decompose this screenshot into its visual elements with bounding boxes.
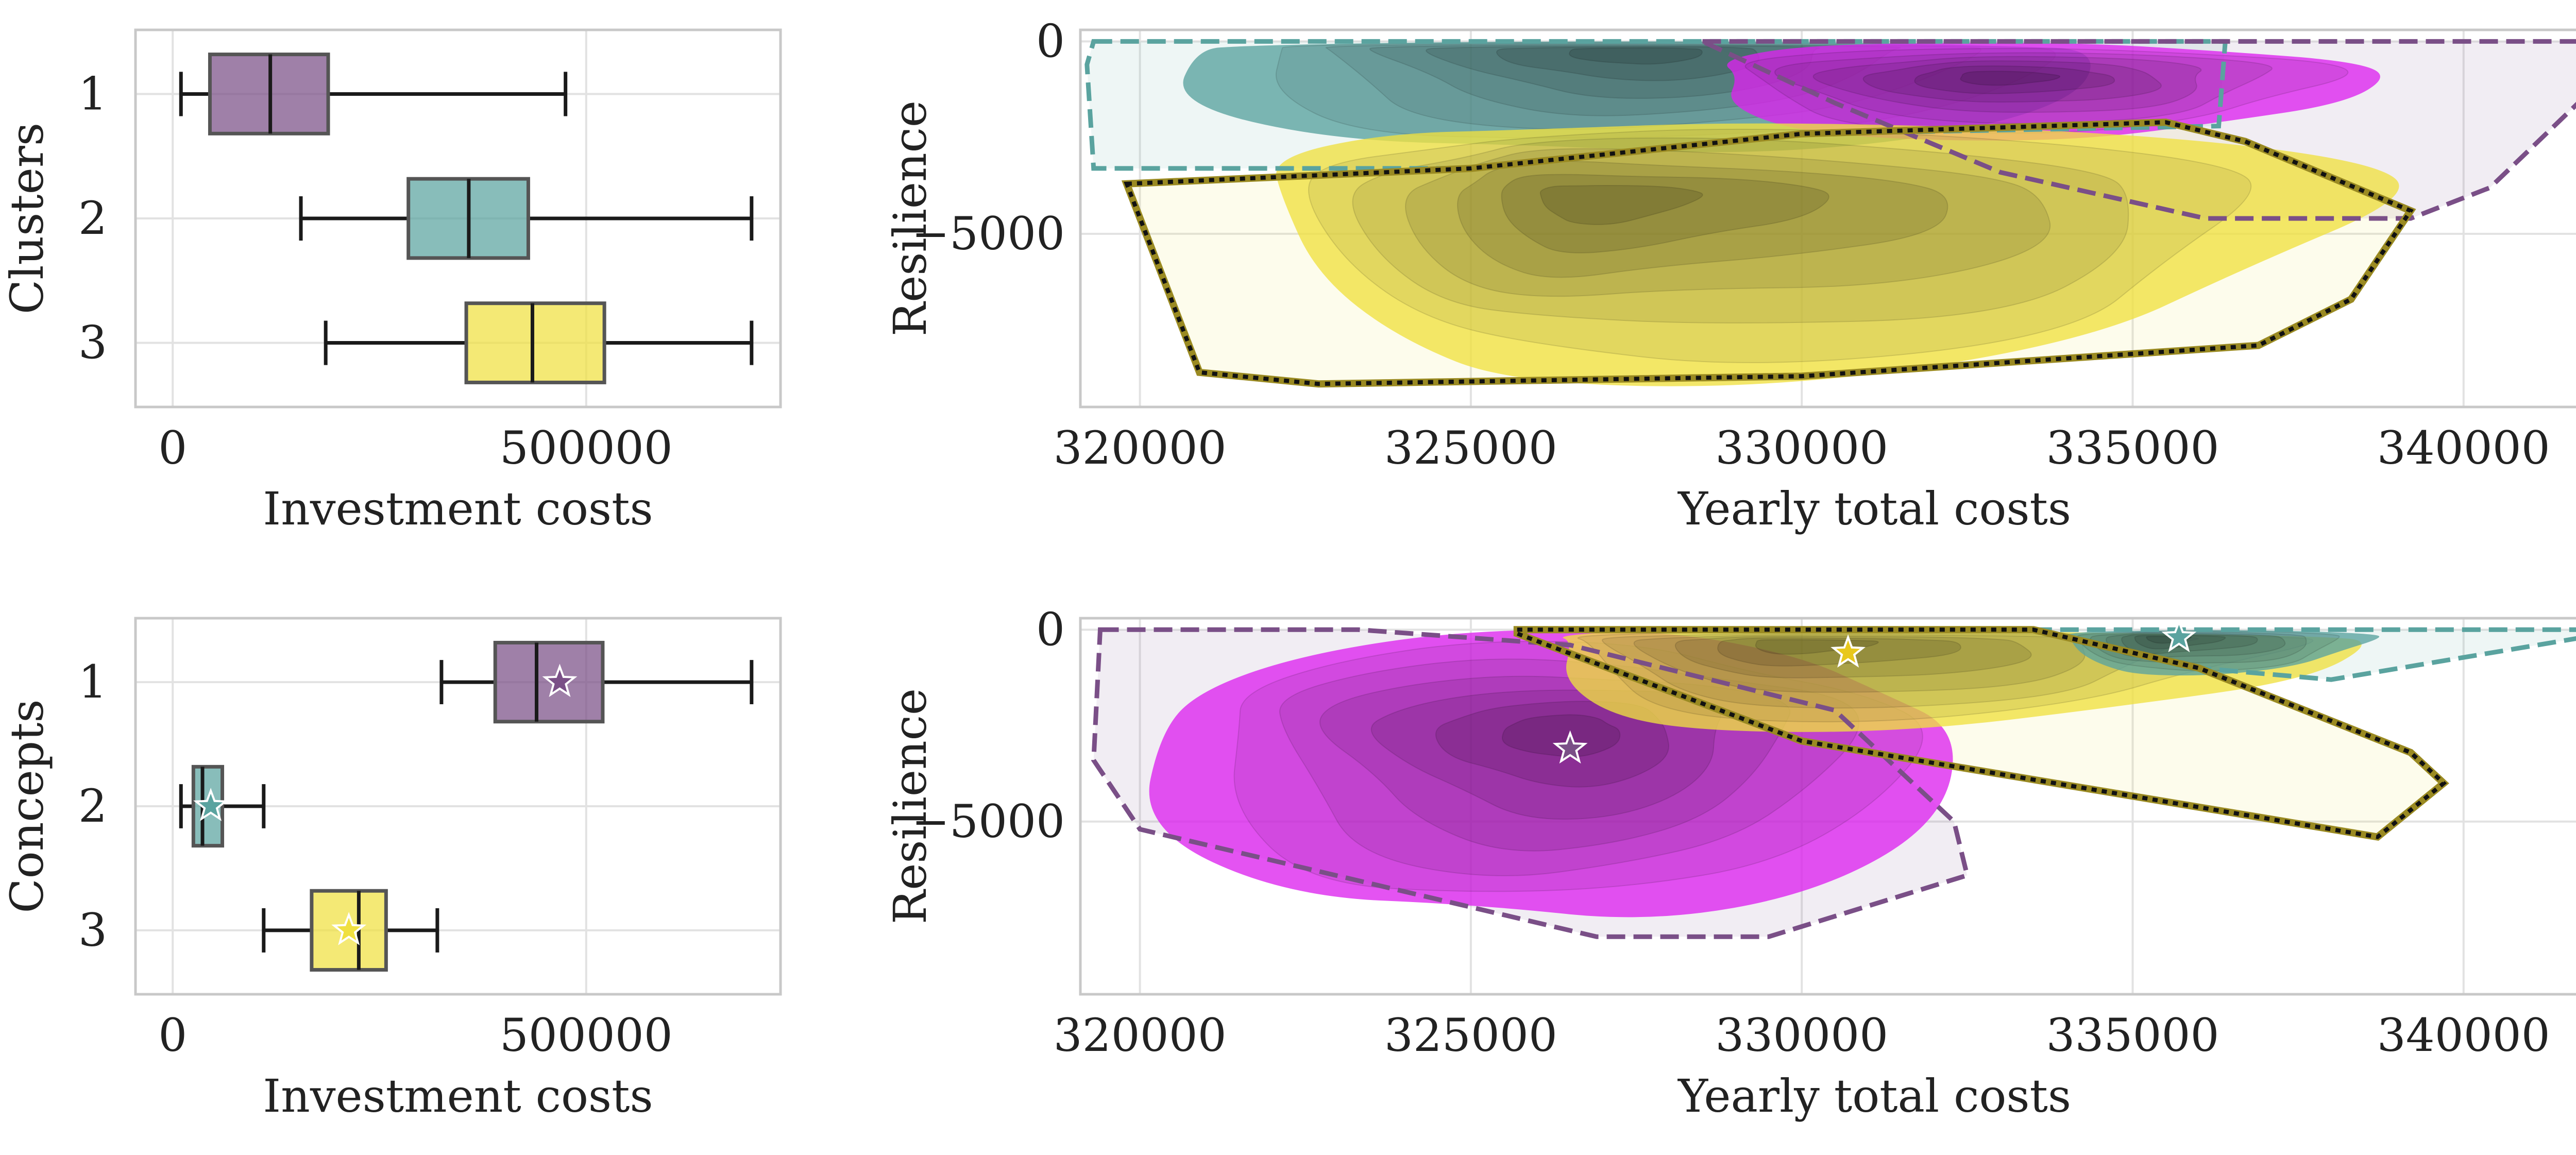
x-tick-label: 0	[158, 1009, 187, 1062]
density-level	[2067, 630, 2380, 676]
x-tick-label: 320000	[1054, 421, 1227, 474]
density-panel-frame	[1079, 617, 2576, 996]
box-3	[262, 889, 439, 972]
y-tick-label: 3	[78, 316, 107, 369]
x-axis-label: Yearly total costs	[1677, 1069, 2071, 1123]
y-tick-label: −5000	[911, 207, 1065, 260]
mean-star	[193, 788, 229, 821]
hull-outline	[1515, 627, 2447, 839]
x-axis-label: Yearly total costs	[1677, 482, 2071, 535]
density-contour	[1308, 128, 2252, 363]
box-panel-frame	[134, 28, 782, 409]
x-axis-label: Investment costs	[263, 1069, 653, 1123]
y-tick-label: 0	[1036, 14, 1065, 67]
density-level	[1727, 42, 2380, 141]
y-axis-label: Resilience	[884, 100, 937, 336]
mean-star	[331, 912, 367, 945]
density-cluster-3	[1276, 123, 2399, 386]
box-2	[179, 765, 266, 848]
density-contour	[2106, 632, 2286, 658]
y-axis-label: Concepts	[1, 699, 54, 913]
y-tick-label: 3	[78, 904, 107, 957]
y-tick-label: 1	[78, 67, 107, 120]
density-contour	[1539, 184, 1703, 225]
panel-box-concepts: 1 2 30 500000 Investment costs Concepts	[1, 617, 782, 1123]
density-contour	[1502, 714, 1621, 757]
density-contour	[1812, 56, 2202, 113]
density-contour	[1862, 60, 2162, 103]
hull-outline	[1091, 627, 1970, 939]
box-panel-frame	[134, 617, 782, 996]
x-tick-label: 340000	[2377, 421, 2550, 474]
panel-box-clusters: 1 2 30 500000 Investment costs Clusters	[1, 28, 782, 535]
y-tick-label: 2	[78, 779, 107, 833]
x-tick-label: 330000	[1715, 1009, 1888, 1062]
y-tick-label: −5000	[911, 795, 1065, 848]
density-contour	[1426, 45, 1820, 99]
box-iqr	[493, 640, 605, 724]
box-3	[324, 301, 754, 384]
x-tick-label: 335000	[2046, 421, 2219, 474]
y-tick-label: 1	[78, 655, 107, 708]
centroid-star	[1831, 634, 1866, 668]
density-contour	[1633, 634, 2092, 693]
y-axis-label: Clusters	[1, 123, 54, 314]
box-1	[179, 53, 568, 135]
density-contour	[1352, 137, 2129, 324]
box-2	[299, 177, 754, 260]
density-contour	[1501, 174, 1829, 253]
density-contour	[1569, 47, 1703, 65]
y-tick-label: 0	[1036, 603, 1065, 656]
x-tick-label: 500000	[500, 421, 673, 474]
centroid-star	[1552, 730, 1588, 764]
panel-density-concepts: 320000 325000 330000 335000 340000 0 −5000 Year…	[884, 603, 2576, 1123]
density-contour	[1405, 148, 2051, 297]
panel-density-clusters: 320000 325000 330000 335000 340000 0 −5000 Year…	[884, 14, 2576, 535]
density-level	[1276, 123, 2399, 386]
x-axis-label: Investment costs	[263, 482, 653, 535]
x-tick-label: 325000	[1384, 1009, 1557, 1062]
box-1	[439, 640, 754, 724]
x-tick-label: 500000	[500, 1009, 673, 1062]
x-tick-label: 335000	[2046, 1009, 2219, 1062]
x-tick-label: 340000	[2377, 1009, 2550, 1062]
x-tick-label: 0	[158, 421, 187, 474]
density-panel-frame	[1079, 28, 2576, 409]
plot-area	[1091, 619, 2576, 939]
box-iqr	[464, 301, 606, 384]
x-tick-label: 330000	[1715, 421, 1888, 474]
y-tick-label: 2	[78, 192, 107, 245]
y-axis-label: Resilience	[884, 688, 937, 924]
x-tick-label: 320000	[1054, 1009, 1227, 1062]
mean-star	[542, 664, 578, 698]
density-contour	[1960, 71, 2061, 86]
density-cluster-1	[1727, 42, 2380, 141]
plot-area	[1084, 39, 2576, 388]
hull-outline	[1124, 120, 2414, 386]
density-contour	[1457, 161, 1948, 278]
centroid-star	[2161, 619, 2197, 653]
x-tick-label: 325000	[1384, 421, 1557, 474]
density-contour	[1914, 65, 2115, 94]
hull-outline	[1701, 39, 2576, 221]
